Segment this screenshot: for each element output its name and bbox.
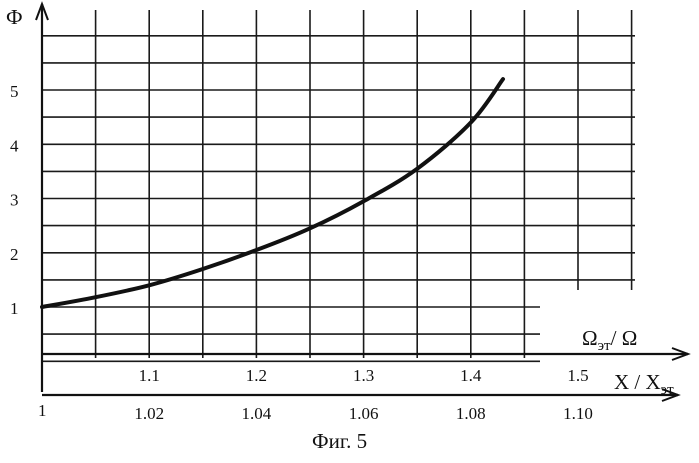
x-primary-tick-label: 1.1 <box>139 366 160 385</box>
x-primary-tick-label: 1.4 <box>460 366 482 385</box>
y-tick-label: 4 <box>10 136 19 155</box>
series-curve <box>42 79 503 307</box>
y-tick-label: 3 <box>10 191 19 210</box>
chart-grid <box>42 10 635 361</box>
x-secondary-tick-label: 1.08 <box>456 404 486 423</box>
x-start-tick-label: 1 <box>38 401 47 420</box>
x-axis-primary-label: X / Xэт <box>614 370 674 398</box>
x-primary-tick-label: 1.3 <box>353 366 374 385</box>
y-tick-label: 5 <box>10 82 19 101</box>
y-tick-label: 1 <box>10 299 19 318</box>
x-axis-secondary-label: Ωэт/ Ω <box>582 326 637 354</box>
x-secondary-tick-label: 1.04 <box>242 404 272 423</box>
x-primary-tick-label: 1.5 <box>567 366 588 385</box>
x-secondary-tick-label: 1.02 <box>134 404 164 423</box>
x-secondary-tick-label: 1.06 <box>349 404 379 423</box>
y-axis-label: Ф <box>6 5 23 29</box>
x-secondary-tick-label: 1.10 <box>563 404 593 423</box>
x-primary-tick-label: 1.2 <box>246 366 267 385</box>
chart-series <box>42 79 503 307</box>
figure-caption: Фиг. 5 <box>312 429 367 453</box>
y-tick-label: 2 <box>10 245 19 264</box>
